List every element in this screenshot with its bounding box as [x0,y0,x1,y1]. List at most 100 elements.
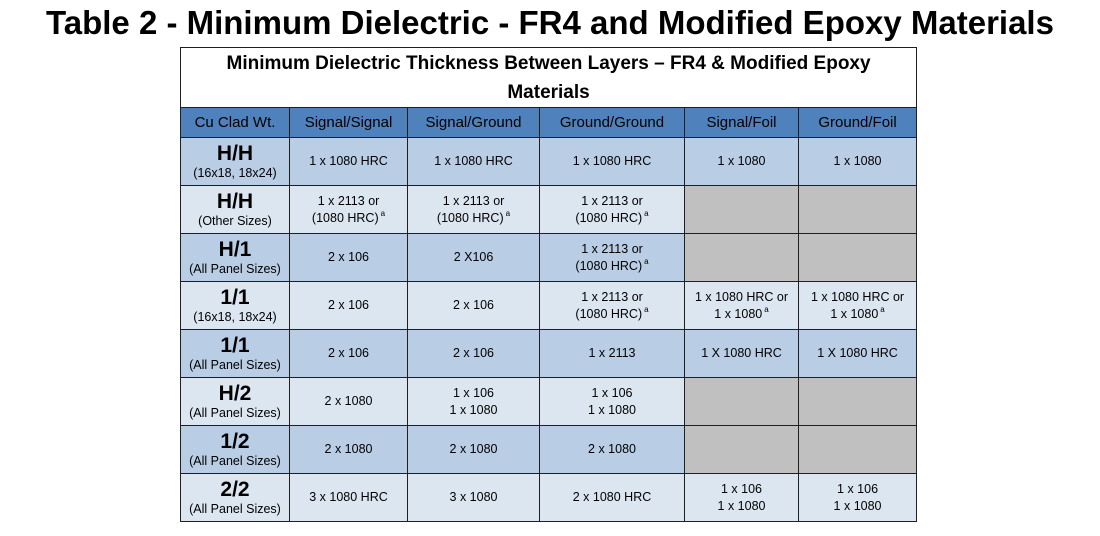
cell-signal-ground: 1 x 106 1 x 1080 [407,377,540,426]
cu-clad-cell: 2/2 (All Panel Sizes) [180,473,290,522]
cell-text: 1 x 2113 or [540,193,684,210]
cell-value: 1 x 2113 or [581,193,643,208]
footnote-marker: a [380,209,386,219]
cell-text: 1 x 2113 or [290,193,407,210]
footnote-marker: a [764,305,769,315]
cell-text: 1 x 1080 [685,498,798,515]
table-row: H/1 (All Panel Sizes) 2 x 106 2 X106 1 x 211… [180,233,918,282]
cell-text: 1 x 1080 a [799,306,916,323]
cell-text: 1 x 1080 HRC [290,153,407,170]
cell-value: 1 x 106 [720,481,762,496]
cell-value: 1 x 2113 or [317,193,380,208]
cell-value: 2 x 1080 HRC [572,490,652,504]
cell-value: 1 X 1080 HRC [701,346,782,360]
cell-value: 2 x 106 [327,298,369,312]
empty-cell [797,377,918,426]
cell-value: (1080 HRC) [575,306,643,321]
cu-clad-weight: H/H [216,142,254,165]
cell-ground-ground: 1 x 2113 or (1080 HRC) a [539,281,685,330]
header-signal-foil: Signal/Foil [684,107,799,138]
cell-value: 1 x 1080 HRC [309,154,388,168]
cu-clad-weight: H/1 [218,238,252,261]
table-body: H/H (16x18, 18x24) 1 x 1080 HRC 1 x 1080 HR… [180,137,918,522]
empty-cell [797,185,918,234]
cell-value: 1 x 1080 HRC or [810,289,905,304]
cell-text: 2 x 1080 HRC [540,489,684,506]
cell-value: 2 x 106 [327,346,369,360]
panel-size-note: (All Panel Sizes) [189,358,281,372]
cu-clad-cell: H/H (Other Sizes) [180,185,290,234]
cell-text: 1 X 1080 HRC [685,345,798,362]
panel-size-note: (Other Sizes) [198,214,272,228]
cell-text: 2 X106 [408,249,539,266]
header-row: Cu Clad Wt. Signal/Signal Signal/Ground … [180,107,918,138]
cu-clad-cell: H/2 (All Panel Sizes) [180,377,290,426]
panel-size-note: (All Panel Sizes) [189,406,281,420]
footnote-marker: a [880,305,885,315]
empty-cell [684,425,799,474]
footnote-marker: a [505,209,511,219]
table-row: 1/1 (16x18, 18x24) 2 x 106 2 x 106 1 x 2113 … [180,281,918,330]
cell-value: 1 x 1080 [830,306,879,321]
cell-value: 1 x 1080 [714,306,763,321]
cell-value: (1080 HRC) [311,210,379,225]
table-row: 2/2 (All Panel Sizes) 3 x 1080 HRC 3 x 1080… [180,473,918,522]
cell-signal-signal: 2 x 1080 [289,377,408,426]
cell-text: 2 x 1080 [290,393,407,410]
cell-ground-ground: 2 x 1080 HRC [539,473,685,522]
cell-value: 2 x 106 [327,250,369,264]
cell-signal-ground: 2 x 1080 [407,425,540,474]
cell-signal-ground: 2 x 106 [407,281,540,330]
cell-value: 1 x 1080 HRC [572,154,652,168]
cell-value: 3 x 1080 [449,490,498,504]
cell-signal-ground: 1 x 2113 or (1080 HRC) a [407,185,540,234]
cell-value: 1 x 1080 HRC or [694,289,789,304]
cell-signal-foil: 1 X 1080 HRC [684,329,799,378]
cell-text: 1 x 106 [799,481,916,498]
cell-signal-foil: 1 x 1080 [684,137,799,186]
cu-clad-weight: 1/2 [220,430,250,453]
cell-text: 2 x 1080 [290,441,407,458]
cell-value: 2 x 1080 [324,442,373,456]
table-row: H/H (16x18, 18x24) 1 x 1080 HRC 1 x 1080 HR… [180,137,918,186]
cell-ground-ground: 1 x 2113 [539,329,685,378]
cell-text: (1080 HRC) a [408,210,539,227]
panel-size-note: (16x18, 18x24) [193,310,277,324]
cell-text: 3 x 1080 HRC [290,489,407,506]
cell-value: (1080 HRC) [575,258,643,273]
cell-signal-ground: 2 x 106 [407,329,540,378]
cell-ground-ground: 1 x 106 1 x 1080 [539,377,685,426]
cu-clad-weight: 1/1 [220,286,250,309]
header-cu-clad-wt: Cu Clad Wt. [180,107,290,138]
cell-value: (1080 HRC) [575,210,643,225]
cell-ground-ground: 2 x 1080 [539,425,685,474]
cu-clad-cell: 1/2 (All Panel Sizes) [180,425,290,474]
cell-text: 1 x 106 [408,385,539,402]
cell-text: 1 x 1080 [685,153,798,170]
cell-signal-signal: 3 x 1080 HRC [289,473,408,522]
empty-cell [797,425,918,474]
cu-clad-cell: 1/1 (16x18, 18x24) [180,281,290,330]
cell-text: 1 x 2113 or [540,241,684,258]
cell-value: 1 X 1080 HRC [817,346,898,360]
cell-ground-foil: 1 x 1080 [797,137,918,186]
cell-ground-ground: 1 x 1080 HRC [539,137,685,186]
panel-size-note: (All Panel Sizes) [189,502,281,516]
cell-value: 1 x 106 [452,385,494,400]
cell-text: 2 x 106 [290,345,407,362]
panel-size-note: (All Panel Sizes) [189,262,281,276]
cell-text: 2 x 106 [408,345,539,362]
cell-ground-ground: 1 x 2113 or (1080 HRC) a [539,185,685,234]
cell-value: 1 x 1080 [449,402,498,417]
panel-size-note: (All Panel Sizes) [189,454,281,468]
cell-text: 1 x 1080 HRC [540,153,684,170]
cell-text: 1 x 1080 HRC [408,153,539,170]
empty-cell [684,233,799,282]
cell-ground-foil: 1 x 1080 HRC or 1 x 1080 a [797,281,918,330]
cell-signal-ground: 3 x 1080 [407,473,540,522]
cell-value: 2 x 1080 [449,442,498,456]
cell-text: 1 x 2113 or [540,289,684,306]
cu-clad-cell: H/H (16x18, 18x24) [180,137,290,186]
cell-value: 1 x 1080 [588,402,636,417]
cell-signal-ground: 1 x 1080 HRC [407,137,540,186]
